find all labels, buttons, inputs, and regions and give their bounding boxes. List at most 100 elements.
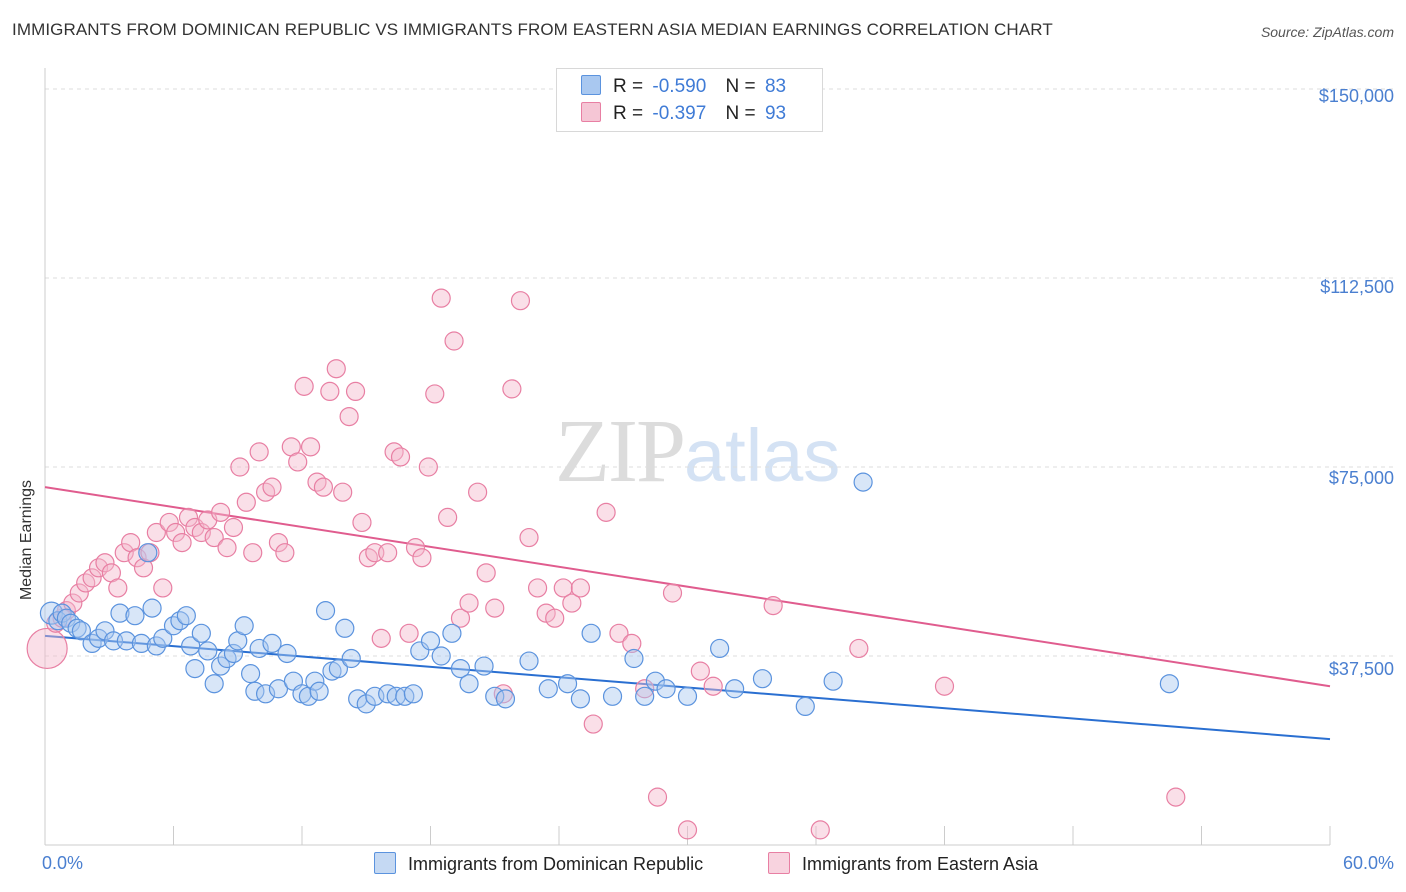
- point-eastern-asia: [378, 543, 398, 563]
- point-dominican: [403, 684, 423, 704]
- point-eastern-asia: [95, 553, 115, 573]
- legend-row-eastern-asia: R = -0.397 N = 93: [581, 102, 786, 126]
- point-eastern-asia: [425, 384, 445, 404]
- point-dominican: [110, 603, 130, 623]
- point-dominican: [538, 679, 558, 699]
- point-dominican: [116, 631, 136, 651]
- point-dominican: [142, 598, 162, 618]
- point-eastern-asia: [562, 593, 582, 613]
- point-eastern-asia: [519, 527, 539, 548]
- point-dominican: [191, 623, 211, 643]
- point-dominican: [341, 648, 361, 669]
- point-eastern-asia: [459, 593, 479, 613]
- point-eastern-asia: [146, 522, 166, 543]
- point-dominican: [217, 648, 237, 669]
- y-axis-label: Median Earnings: [18, 479, 35, 601]
- legend-r-label: R =: [613, 76, 644, 97]
- point-eastern-asia: [405, 538, 426, 558]
- point-eastern-asia: [352, 512, 372, 533]
- point-dominican: [602, 686, 623, 706]
- point-eastern-asia: [690, 661, 710, 681]
- point-dominican: [442, 623, 462, 643]
- point-eastern-asia: [166, 522, 186, 543]
- point-dominican: [277, 643, 297, 664]
- data-points: [26, 288, 1186, 840]
- point-dominican: [495, 689, 516, 709]
- point-dominican: [249, 638, 269, 659]
- point-eastern-asia: [211, 502, 231, 522]
- point-eastern-asia: [703, 676, 723, 696]
- legend-row-dominican: R = -0.590 N = 83: [581, 75, 786, 99]
- point-dominican: [459, 674, 479, 694]
- x-tick-max: 60.0%: [1342, 853, 1394, 873]
- point-dominican: [198, 641, 218, 661]
- point-eastern-asia: [127, 548, 147, 568]
- point-eastern-asia: [934, 676, 955, 696]
- bottom-legend-swatch-blue: [374, 852, 396, 874]
- point-eastern-asia: [108, 578, 128, 598]
- point-eastern-asia: [399, 623, 419, 643]
- point-eastern-asia: [849, 638, 869, 659]
- point-dominican: [61, 613, 81, 633]
- correlation-legend: R = -0.590 N = 83 R = -0.397 N = 93: [556, 68, 823, 132]
- point-eastern-asia: [326, 359, 346, 379]
- point-dominican: [153, 628, 173, 648]
- point-dominican: [262, 633, 282, 654]
- point-dominican: [125, 606, 145, 626]
- point-dominican: [635, 686, 655, 706]
- y-tick-150000: $150,000: [1318, 86, 1394, 106]
- point-eastern-asia: [358, 548, 378, 568]
- y-tick-112500: $112,500: [1320, 277, 1394, 297]
- point-eastern-asia: [647, 787, 668, 807]
- point-dominican: [255, 684, 276, 704]
- point-eastern-asia: [307, 472, 327, 492]
- point-eastern-asia: [810, 820, 830, 840]
- point-eastern-asia: [275, 543, 295, 563]
- point-dominican: [234, 616, 254, 636]
- point-eastern-asia: [172, 532, 192, 553]
- point-dominican: [146, 636, 166, 656]
- point-eastern-asia: [527, 578, 548, 598]
- point-eastern-asia: [114, 543, 134, 563]
- legend-swatch-pink: [581, 102, 601, 122]
- point-eastern-asia: [622, 633, 642, 654]
- point-eastern-asia: [345, 381, 366, 401]
- point-eastern-asia: [82, 568, 102, 588]
- point-dominican: [138, 543, 158, 563]
- point-dominican: [853, 472, 873, 492]
- point-eastern-asia: [320, 381, 340, 401]
- watermark-zip: ZIP: [555, 402, 686, 501]
- point-eastern-asia: [371, 628, 391, 648]
- point-eastern-asia: [333, 482, 353, 502]
- point-eastern-asia: [476, 563, 496, 583]
- point-dominican: [176, 606, 196, 626]
- point-eastern-asia: [300, 437, 321, 457]
- point-eastern-asia: [662, 583, 683, 603]
- point-eastern-asia: [88, 558, 109, 578]
- point-eastern-asia: [69, 583, 89, 603]
- point-eastern-asia: [635, 679, 655, 699]
- point-eastern-asia: [390, 447, 411, 467]
- axes: [44, 68, 1331, 846]
- source-credit: Source: ZipAtlas.com: [1260, 24, 1394, 40]
- point-dominican: [519, 651, 539, 671]
- point-eastern-asia: [204, 527, 224, 548]
- point-eastern-asia: [339, 407, 359, 427]
- point-eastern-asia: [570, 578, 591, 598]
- legend-r-label: R =: [613, 103, 644, 124]
- bottom-legend-swatch-pink: [768, 852, 790, 874]
- point-dominican: [410, 641, 430, 661]
- point-eastern-asia: [438, 507, 458, 528]
- point-dominican: [268, 679, 289, 699]
- point-dominican: [131, 633, 151, 654]
- trend-line-2: [44, 486, 1331, 688]
- bottom-legend-label-1: Immigrants from Dominican Republic: [408, 854, 704, 874]
- legend-n-value-2: 93: [764, 103, 787, 124]
- point-eastern-asia: [1166, 787, 1186, 807]
- point-dominican: [795, 696, 815, 717]
- point-dominican: [1159, 674, 1179, 694]
- point-dominican: [223, 643, 244, 664]
- grid-lines: [45, 88, 1395, 657]
- point-dominican: [624, 648, 644, 669]
